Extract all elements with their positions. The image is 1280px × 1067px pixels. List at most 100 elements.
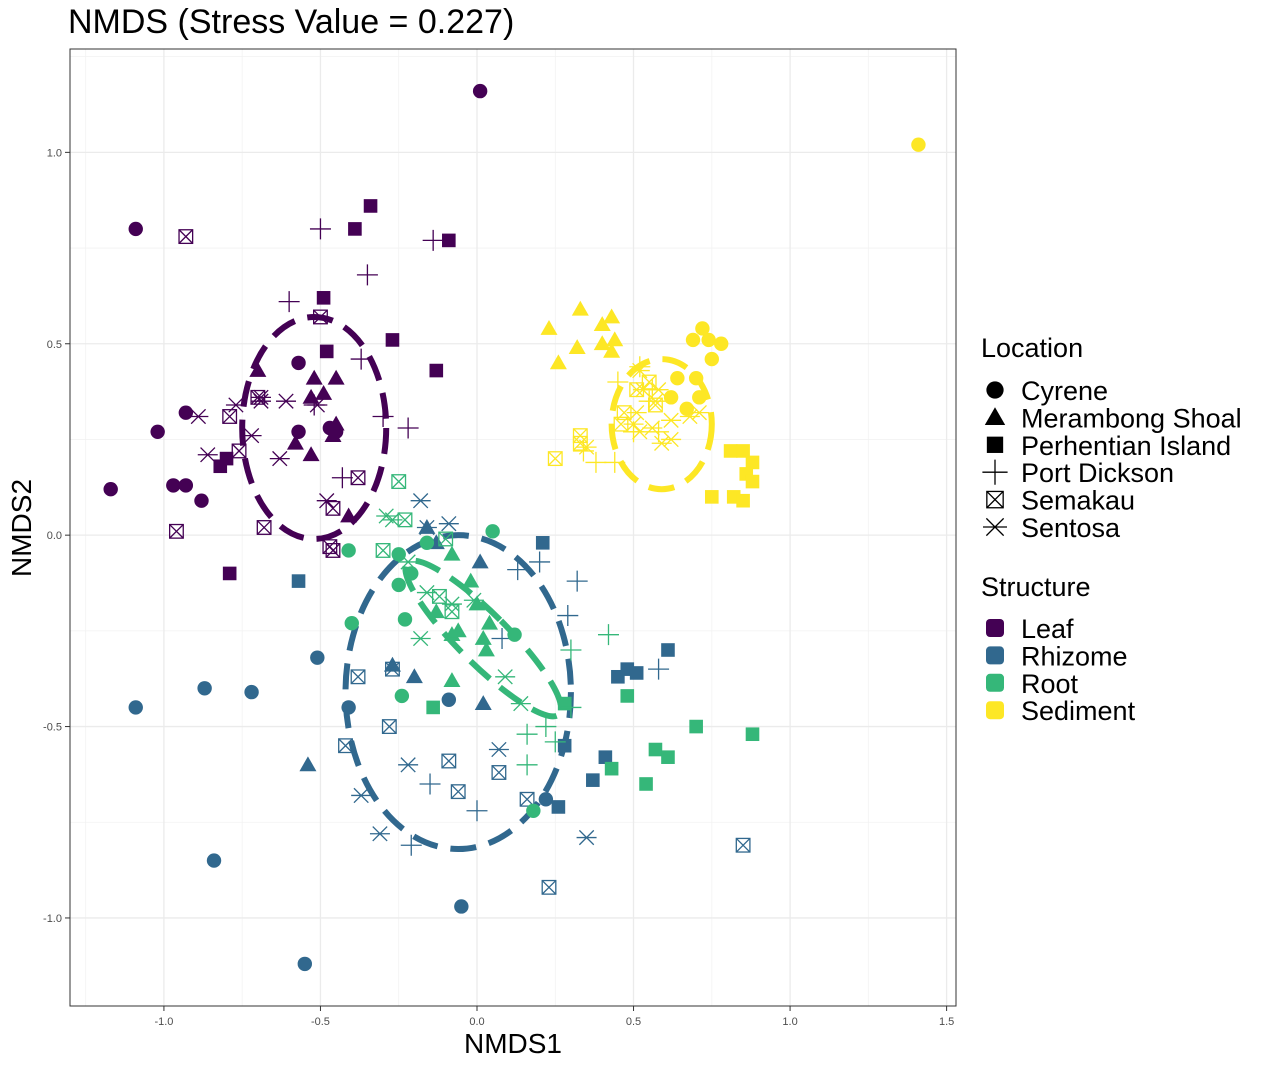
point-sediment-plus	[607, 371, 629, 393]
point-root-circle	[344, 616, 359, 631]
point-sediment-square	[705, 490, 719, 504]
point-leaf-boxcross	[325, 500, 341, 516]
point-leaf-square	[442, 233, 456, 248]
point-root-circle	[397, 612, 413, 627]
plot-border	[69, 48, 957, 1007]
point-rhizome-plus	[466, 800, 488, 822]
point-rhizome-circle	[244, 684, 259, 700]
point-rhizome-circle	[310, 650, 325, 665]
point-sediment-triangle	[593, 316, 611, 331]
point-root-asterisk	[495, 669, 516, 685]
x-tick-label: -1.0	[154, 1016, 173, 1028]
location-legend-title: Location	[981, 333, 1083, 363]
point-root-square	[620, 689, 635, 703]
point-sediment-plus	[648, 421, 670, 443]
point-leaf-boxcross	[350, 470, 366, 486]
point-root-triangle	[474, 630, 492, 645]
legend-label-structure: Sediment	[1021, 696, 1136, 726]
point-rhizome-circle	[341, 700, 356, 715]
plot-panel	[70, 49, 956, 1006]
ellipse-rhizome	[342, 532, 574, 853]
point-sediment-square	[736, 493, 750, 508]
point-rhizome-boxcross	[385, 661, 400, 677]
point-rhizome-asterisk	[576, 829, 597, 846]
point-sediment-asterisk	[689, 405, 710, 421]
point-leaf-square	[348, 222, 362, 236]
point-sediment-triangle	[603, 342, 621, 358]
point-root-triangle	[462, 572, 480, 588]
point-leaf-triangle	[327, 415, 345, 431]
point-root-triangle	[443, 672, 461, 687]
point-leaf-asterisk	[307, 397, 328, 413]
point-rhizome-square	[661, 643, 675, 657]
point-sediment-circle	[695, 321, 710, 336]
point-root-boxcross	[438, 531, 454, 547]
legend-key-sediment	[986, 701, 1004, 720]
point-sediment-square	[745, 455, 760, 470]
point-sediment-asterisk	[661, 431, 682, 448]
point-sediment-triangle	[540, 319, 558, 335]
point-leaf-boxcross	[325, 543, 341, 558]
legend-label-structure: Root	[1021, 669, 1079, 699]
point-leaf-triangle	[324, 427, 342, 443]
point-leaf-boxcross	[178, 229, 194, 245]
point-leaf-triangle	[315, 385, 333, 400]
point-sediment-circle	[670, 371, 685, 386]
point-rhizome-square	[535, 536, 550, 550]
point-leaf-plus	[397, 417, 419, 439]
legend-label-location: Sentosa	[1021, 513, 1121, 543]
legend-key-square	[986, 436, 1004, 453]
point-rhizome-plus	[566, 570, 588, 592]
point-sediment-asterisk	[626, 405, 647, 421]
point-sediment-square	[723, 444, 738, 458]
point-leaf-circle	[103, 482, 118, 497]
point-root-circle	[391, 547, 406, 562]
point-rhizome-circle	[454, 899, 469, 914]
point-rhizome-square	[291, 574, 306, 588]
point-rhizome-asterisk	[369, 826, 390, 842]
point-root-plus	[516, 754, 538, 776]
point-leaf-triangle	[302, 446, 320, 462]
point-root-asterisk	[463, 592, 484, 608]
y-axis: -1.0 -0.5 0.0 0.5 1.0	[43, 147, 70, 925]
point-rhizome-plus	[419, 773, 441, 795]
point-root-asterisk	[510, 695, 531, 712]
legend-label-location: Port Dickson	[1021, 458, 1174, 488]
point-root-boxcross	[375, 543, 391, 558]
point-root-circle	[394, 688, 410, 704]
structure-legend-title: Structure	[981, 572, 1091, 602]
point-sediment-plus	[585, 451, 607, 473]
point-sediment-boxcross	[572, 435, 588, 451]
point-leaf-circle	[150, 424, 165, 439]
point-rhizome-square	[551, 800, 566, 814]
legend-label-structure: Rhizome	[1021, 641, 1128, 671]
point-sediment-asterisk	[629, 362, 650, 379]
point-leaf-triangle	[249, 362, 267, 377]
point-sediment-circle	[701, 332, 716, 348]
point-sediment-asterisk	[661, 412, 682, 428]
point-leaf-plus	[422, 229, 444, 251]
y-tick-label: 0.0	[47, 530, 62, 542]
point-root-square	[557, 696, 572, 711]
point-rhizome-square	[557, 738, 572, 753]
point-leaf-circle	[472, 83, 488, 99]
point-leaf-asterisk	[250, 393, 271, 409]
legend-label-location: Cyrene	[1021, 376, 1108, 406]
x-axis-label: NMDS1	[464, 1028, 562, 1059]
point-root-plus	[535, 716, 557, 738]
point-root-plus	[544, 731, 566, 753]
point-leaf-plus	[372, 405, 394, 427]
point-root-triangle	[427, 603, 445, 619]
legend-key-boxcross	[986, 490, 1004, 509]
point-leaf-triangle	[286, 434, 304, 450]
point-root-plus	[560, 696, 582, 718]
point-root-triangle	[481, 614, 499, 630]
point-leaf-asterisk	[197, 447, 218, 463]
point-root-plus	[560, 639, 582, 661]
point-root-triangle	[449, 622, 467, 638]
point-root-circle	[391, 577, 406, 593]
point-root-plus	[597, 624, 619, 646]
point-sediment-circle	[688, 371, 704, 386]
